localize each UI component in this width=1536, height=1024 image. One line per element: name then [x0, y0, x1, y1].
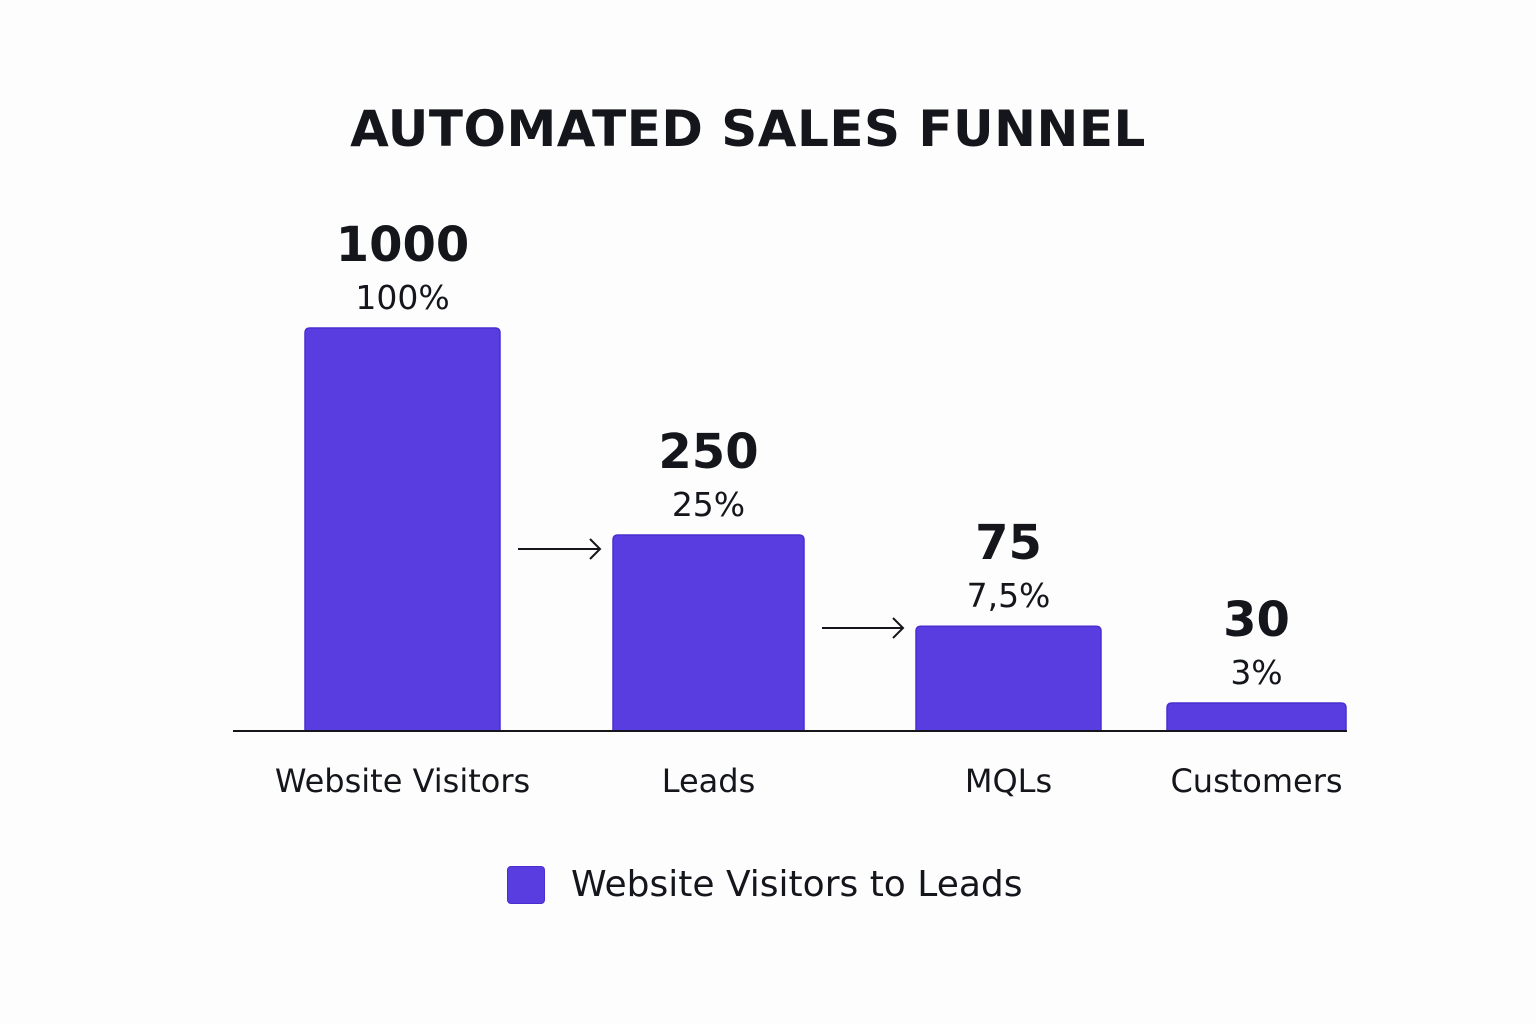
bar-value-label: 75: [975, 515, 1042, 571]
category-tick-label: Leads: [662, 762, 756, 800]
flow-arrow-icon: [518, 538, 602, 560]
bar-percent-label: 7,5%: [967, 576, 1051, 615]
bar: [612, 534, 805, 732]
category-tick-label: MQLs: [965, 762, 1052, 800]
bar-value-label: 1000: [336, 217, 470, 273]
bar-percent-label: 3%: [1230, 653, 1282, 692]
chart-title: AUTOMATED SALES FUNNEL: [350, 100, 1146, 158]
category-tick-label: Customers: [1170, 762, 1342, 800]
bar-value-label: 30: [1223, 592, 1290, 648]
flow-arrow-icon: [822, 617, 905, 639]
bar-percent-label: 100%: [355, 278, 449, 317]
bar-percent-label: 25%: [672, 485, 745, 524]
bar: [915, 625, 1102, 732]
bar: [1166, 702, 1347, 732]
category-tick-label: Website Visitors: [275, 762, 530, 800]
legend: Website Visitors to Leads: [507, 864, 1023, 905]
bar: [304, 327, 501, 732]
legend-swatch: [507, 865, 545, 904]
bar-value-label: 250: [658, 424, 758, 480]
legend-label: Website Visitors to Leads: [571, 864, 1023, 905]
